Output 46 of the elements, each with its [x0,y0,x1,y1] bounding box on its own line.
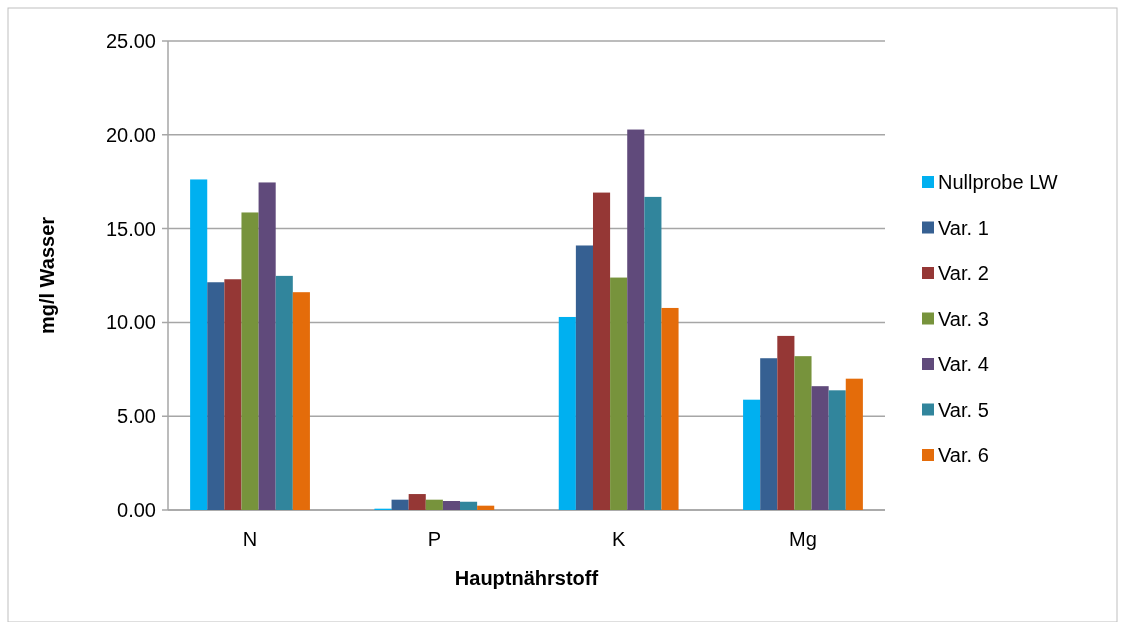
y-tick-label: 10.00 [105,311,156,334]
x-tick-label: P [427,528,442,550]
legend-label: Var. 4 [938,353,989,375]
y-tick-label: 5.00 [117,405,156,428]
legend-label: Var. 1 [938,216,989,239]
legend-label: Var. 2 [938,262,989,284]
bar [224,279,242,510]
bar [408,494,426,510]
legend-label: Var. 5 [938,398,989,421]
bar [828,390,846,510]
bar [760,358,778,510]
bar [207,282,225,510]
bar [292,292,310,510]
bar [610,277,628,510]
x-tick-label: K [611,528,626,550]
x-tick-label: Mg [789,528,817,550]
bar [477,505,495,510]
bar [627,129,645,510]
bar [794,356,812,510]
bar [777,335,795,510]
bar [592,192,611,510]
bar [811,386,829,510]
legend-label: Var. 3 [938,307,989,330]
bar [460,501,478,510]
bar [845,378,863,510]
bar [575,245,593,510]
bar [644,196,662,510]
legend-label: Var. 6 [938,444,989,466]
y-tick-label: 15.00 [105,217,156,240]
bar [442,501,461,510]
bar [661,307,679,510]
y-tick-label: 20.00 [105,123,156,146]
bar [425,499,443,510]
bar [258,182,276,510]
y-tick-label: 0.00 [117,499,156,521]
bar [241,212,259,510]
x-tick-label: N [242,528,258,550]
bar [743,399,761,510]
bar [275,275,293,510]
y-axis-title: mg/l Wasser [36,216,58,335]
legend-label: Nullprobe LW [938,171,1058,193]
bar [190,179,208,510]
bar [391,499,409,510]
x-axis-title: Hauptnährstoff [454,567,599,589]
y-tick-label: 25.00 [105,30,156,52]
bar [558,316,576,510]
